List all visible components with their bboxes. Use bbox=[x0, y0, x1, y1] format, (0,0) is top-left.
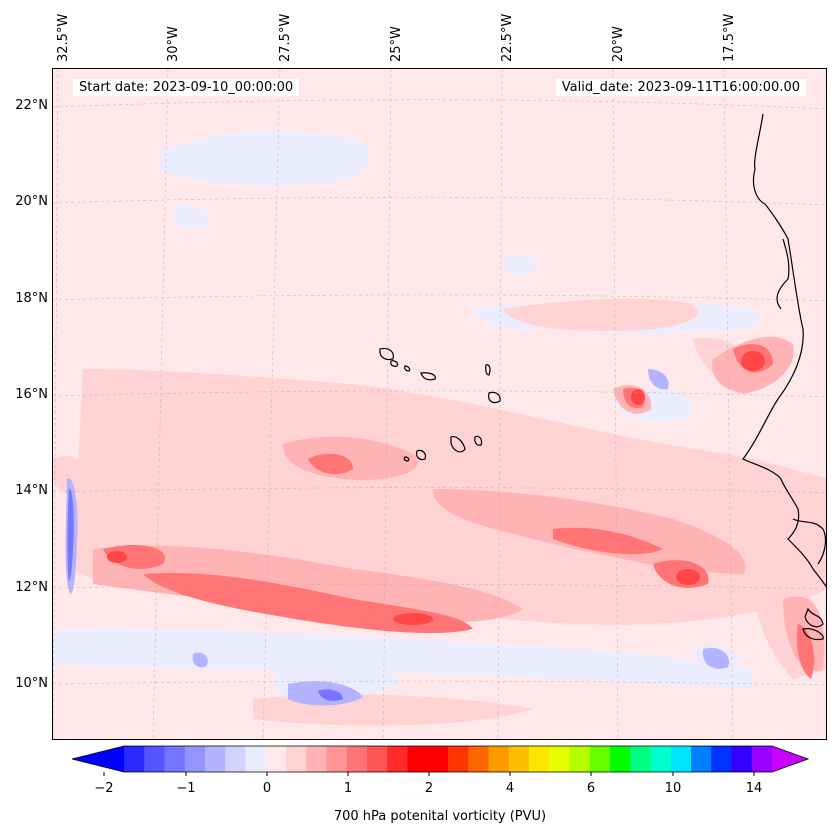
colorbar-segment bbox=[610, 746, 631, 772]
lat-label-22n: 22°N bbox=[15, 98, 48, 113]
colorbar-segment bbox=[367, 746, 388, 772]
colorbar-segment bbox=[306, 746, 328, 772]
colorbar-segment bbox=[448, 746, 469, 772]
colorbar-segment bbox=[630, 746, 652, 772]
colorbar-segment bbox=[346, 746, 368, 772]
colorbar-segment bbox=[245, 746, 267, 772]
colorbar-segment bbox=[508, 746, 530, 772]
colorbar-segment bbox=[589, 746, 611, 772]
lat-label-16n: 16°N bbox=[15, 387, 48, 402]
negative-pv-strong-patches bbox=[67, 488, 343, 701]
colorbar-segment bbox=[711, 746, 733, 772]
cb-tick-neg1: −1 bbox=[176, 781, 196, 796]
graticule bbox=[53, 69, 826, 739]
colorbar-segment bbox=[691, 746, 712, 772]
colorbar-segment bbox=[265, 746, 287, 772]
colorbar-segment bbox=[488, 746, 510, 772]
colorbar-extend-high bbox=[772, 746, 808, 772]
colorbar-segment bbox=[225, 746, 247, 772]
colorbar-outline bbox=[71, 745, 810, 773]
cb-tick-0: 0 bbox=[262, 781, 272, 796]
colorbar-extend-low bbox=[72, 746, 124, 772]
cb-tick-2: 2 bbox=[424, 781, 434, 796]
lat-label-10n: 10°N bbox=[15, 676, 48, 691]
colorbar-segment bbox=[468, 746, 490, 772]
colorbar-segment bbox=[549, 746, 571, 772]
colorbar-segment bbox=[670, 746, 692, 772]
start-date-box: Start date: 2023-09-10_00:00:00 bbox=[73, 79, 300, 96]
colorbar-segment bbox=[569, 746, 591, 772]
cb-tick-4: 4 bbox=[505, 781, 515, 796]
colorbar-segment bbox=[205, 746, 226, 772]
colorbar-segment bbox=[286, 746, 307, 772]
colorbar-segment bbox=[184, 746, 206, 772]
lat-label-18n: 18°N bbox=[15, 291, 48, 306]
colorbar-segment bbox=[326, 746, 348, 772]
cb-tick-10: 10 bbox=[664, 781, 682, 796]
colorbar-segment bbox=[427, 746, 449, 772]
colorbar-segment bbox=[387, 746, 409, 772]
colorbar-segment bbox=[751, 746, 773, 772]
colorbar-segment bbox=[164, 746, 186, 772]
cb-tick-neg2: −2 bbox=[94, 781, 114, 796]
colorbar-label: 700 hPa potenital vorticity (PVU) bbox=[333, 809, 547, 824]
positive-pv-peaks bbox=[107, 351, 765, 625]
lat-label-12n: 12°N bbox=[15, 580, 48, 595]
coastlines bbox=[379, 113, 826, 641]
cb-tick-14: 14 bbox=[745, 781, 763, 796]
cb-tick-1: 1 bbox=[343, 781, 353, 796]
colorbar-segment bbox=[124, 746, 145, 772]
colorbar-segment bbox=[650, 746, 672, 772]
map-panel[interactable]: Start date: 2023-09-10_00:00:00 Valid_da… bbox=[52, 68, 827, 740]
colorbar-segment bbox=[144, 746, 166, 772]
colorbar-segment bbox=[407, 746, 429, 772]
valid-date-box: Valid_date: 2023-09-11T16:00:00.00 bbox=[555, 79, 806, 96]
pv-contour-field bbox=[53, 69, 826, 739]
lat-label-20n: 20°N bbox=[15, 194, 48, 209]
colorbar-segment bbox=[731, 746, 753, 772]
lat-label-14n: 14°N bbox=[15, 483, 48, 498]
colorbar-segment bbox=[529, 746, 550, 772]
cb-tick-6: 6 bbox=[586, 781, 596, 796]
